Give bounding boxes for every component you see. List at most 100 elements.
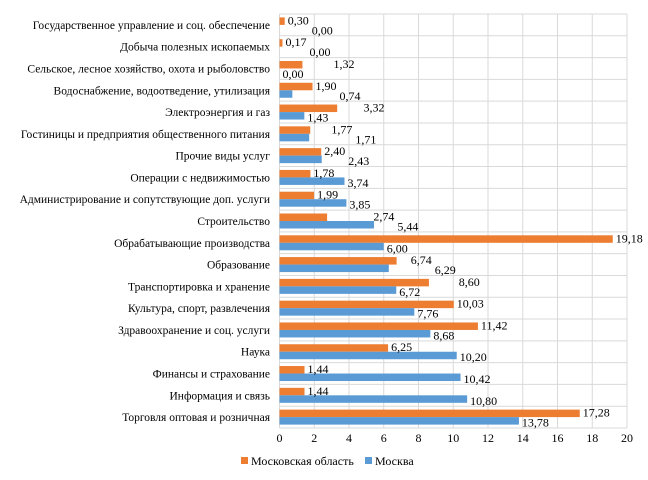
data-label-moscow-oblast: 2,40 xyxy=(324,144,345,158)
category-label: Государственное управление и соц. обеспе… xyxy=(33,20,270,32)
x-tick-label: 4 xyxy=(346,431,352,445)
category-label: Сельское, лесное хозяйство, охота и рыбо… xyxy=(27,63,270,75)
data-label-moscow-oblast: 19,18 xyxy=(616,231,643,245)
category-label: Образование xyxy=(207,260,270,272)
x-tick-label: 10 xyxy=(447,431,459,445)
data-label-moscow-oblast: 17,28 xyxy=(583,406,610,420)
legend-label-moscow-oblast: Московская область xyxy=(251,454,354,468)
gridlines xyxy=(279,13,628,429)
category-label: Культура, спорт, развлечения xyxy=(128,303,271,315)
bar-moscow xyxy=(279,373,461,382)
bar-moscow-oblast xyxy=(279,213,328,221)
bar-moscow-oblast xyxy=(279,409,580,418)
category-label: Гостиницы и предприятия общественного пи… xyxy=(21,129,271,141)
data-label-moscow: 5,44 xyxy=(397,220,418,234)
data-label-moscow: 6,29 xyxy=(435,263,456,277)
data-label-moscow-oblast: 6,25 xyxy=(391,340,412,354)
bar-moscow xyxy=(279,264,389,273)
data-label-moscow: 3,74 xyxy=(347,176,368,190)
data-label-moscow-oblast: 11,42 xyxy=(481,318,508,332)
category-label: Электроэнергия и газ xyxy=(165,107,270,119)
bar-moscow-oblast xyxy=(279,387,305,396)
bar-moscow-oblast xyxy=(279,39,283,47)
data-label-moscow: 0,00 xyxy=(309,45,330,59)
data-label-moscow: 10,42 xyxy=(464,372,491,386)
data-label-moscow-oblast: 3,32 xyxy=(364,101,385,115)
bar-moscow-oblast xyxy=(279,82,313,91)
bar-moscow xyxy=(279,177,345,185)
data-label-moscow-oblast: 0,17 xyxy=(285,35,306,49)
data-label-moscow-oblast: 6,74 xyxy=(411,253,432,267)
bar-moscow xyxy=(279,199,347,207)
bar-moscow xyxy=(279,286,397,294)
data-label-moscow-oblast: 1,32 xyxy=(333,57,354,71)
data-label-moscow: 6,00 xyxy=(387,241,408,255)
legend: Московская область Москва xyxy=(241,454,414,468)
data-label-moscow-oblast: 8,60 xyxy=(459,275,480,289)
category-label: Водоснабжение, водоотведение, утилизация xyxy=(54,85,271,97)
legend-swatch-moscow xyxy=(365,457,372,464)
x-tick-label: 14 xyxy=(517,431,529,445)
data-label-moscow: 6,72 xyxy=(399,285,420,299)
data-label-moscow-oblast: 2,74 xyxy=(373,210,394,224)
bar-moscow-oblast xyxy=(279,126,311,134)
x-tick-label: 12 xyxy=(482,431,494,445)
x-tick-label: 0 xyxy=(277,431,283,445)
x-tick-label: 6 xyxy=(381,431,387,445)
bar-moscow xyxy=(279,90,293,98)
bar-moscow xyxy=(279,221,375,229)
bar-moscow xyxy=(279,329,431,338)
category-label: Финансы и страхование xyxy=(153,369,270,381)
data-label-moscow: 1,71 xyxy=(355,132,376,146)
bar-moscow xyxy=(279,351,457,360)
bar-moscow xyxy=(279,155,322,164)
category-label: Администрирование и сопутствующие доп. у… xyxy=(20,194,270,206)
data-label-moscow-oblast: 0,30 xyxy=(288,13,309,27)
bar-moscow-oblast xyxy=(279,148,322,156)
bar-moscow xyxy=(279,308,415,316)
data-label-moscow: 0,00 xyxy=(312,23,333,37)
category-label: Строительство xyxy=(197,216,270,228)
bar-moscow-oblast xyxy=(279,104,338,113)
x-tick-label: 20 xyxy=(621,431,633,445)
data-label-moscow: 13,78 xyxy=(522,416,549,430)
category-label: Операции с недвижимостью xyxy=(130,172,270,184)
data-label-moscow-oblast: 1,99 xyxy=(317,188,338,202)
bar-moscow-oblast xyxy=(279,191,315,200)
category-label: Торговля оптовая и розничная xyxy=(122,412,271,424)
bar-moscow xyxy=(279,395,468,403)
category-label: Информация и связь xyxy=(169,390,270,402)
category-labels: Государственное управление и соц. обеспе… xyxy=(20,20,271,424)
bars xyxy=(279,17,613,425)
bar-moscow-oblast xyxy=(279,278,429,287)
x-axis-ticks: 0 2 4 6 8 10 12 14 16 18 20 xyxy=(277,431,634,445)
data-label-moscow: 2,43 xyxy=(348,154,369,168)
data-label-moscow: 0,00 xyxy=(283,67,304,81)
bar-moscow-oblast xyxy=(279,257,397,265)
data-label-moscow: 7,76 xyxy=(417,307,438,321)
bar-moscow xyxy=(279,417,519,425)
bar-moscow-oblast xyxy=(279,169,311,178)
data-label-moscow: 0,74 xyxy=(340,89,361,103)
data-label-moscow: 8,68 xyxy=(433,328,454,342)
data-label-moscow-oblast: 1,78 xyxy=(313,166,334,180)
category-label: Обрабатывающие производства xyxy=(114,238,270,250)
data-label-moscow-oblast: 1,44 xyxy=(308,362,329,376)
x-tick-label: 8 xyxy=(416,431,422,445)
bar-moscow-oblast xyxy=(279,344,389,352)
data-label-moscow-oblast: 1,77 xyxy=(331,122,352,136)
category-label: Наука xyxy=(241,347,270,359)
bar-moscow-oblast xyxy=(279,60,303,69)
data-label-moscow-oblast: 10,03 xyxy=(457,297,484,311)
x-tick-label: 18 xyxy=(586,431,598,445)
bar-moscow-oblast xyxy=(279,235,613,243)
bar-moscow-oblast xyxy=(279,300,454,309)
legend-label-moscow: Москва xyxy=(375,454,414,468)
x-tick-label: 2 xyxy=(311,431,317,445)
data-label-moscow-oblast: 1,90 xyxy=(316,79,337,93)
legend-swatch-moscow-oblast xyxy=(241,457,248,464)
data-label-moscow: 1,43 xyxy=(307,111,328,125)
bar-moscow xyxy=(279,112,305,120)
data-label-moscow: 3,85 xyxy=(349,198,370,212)
